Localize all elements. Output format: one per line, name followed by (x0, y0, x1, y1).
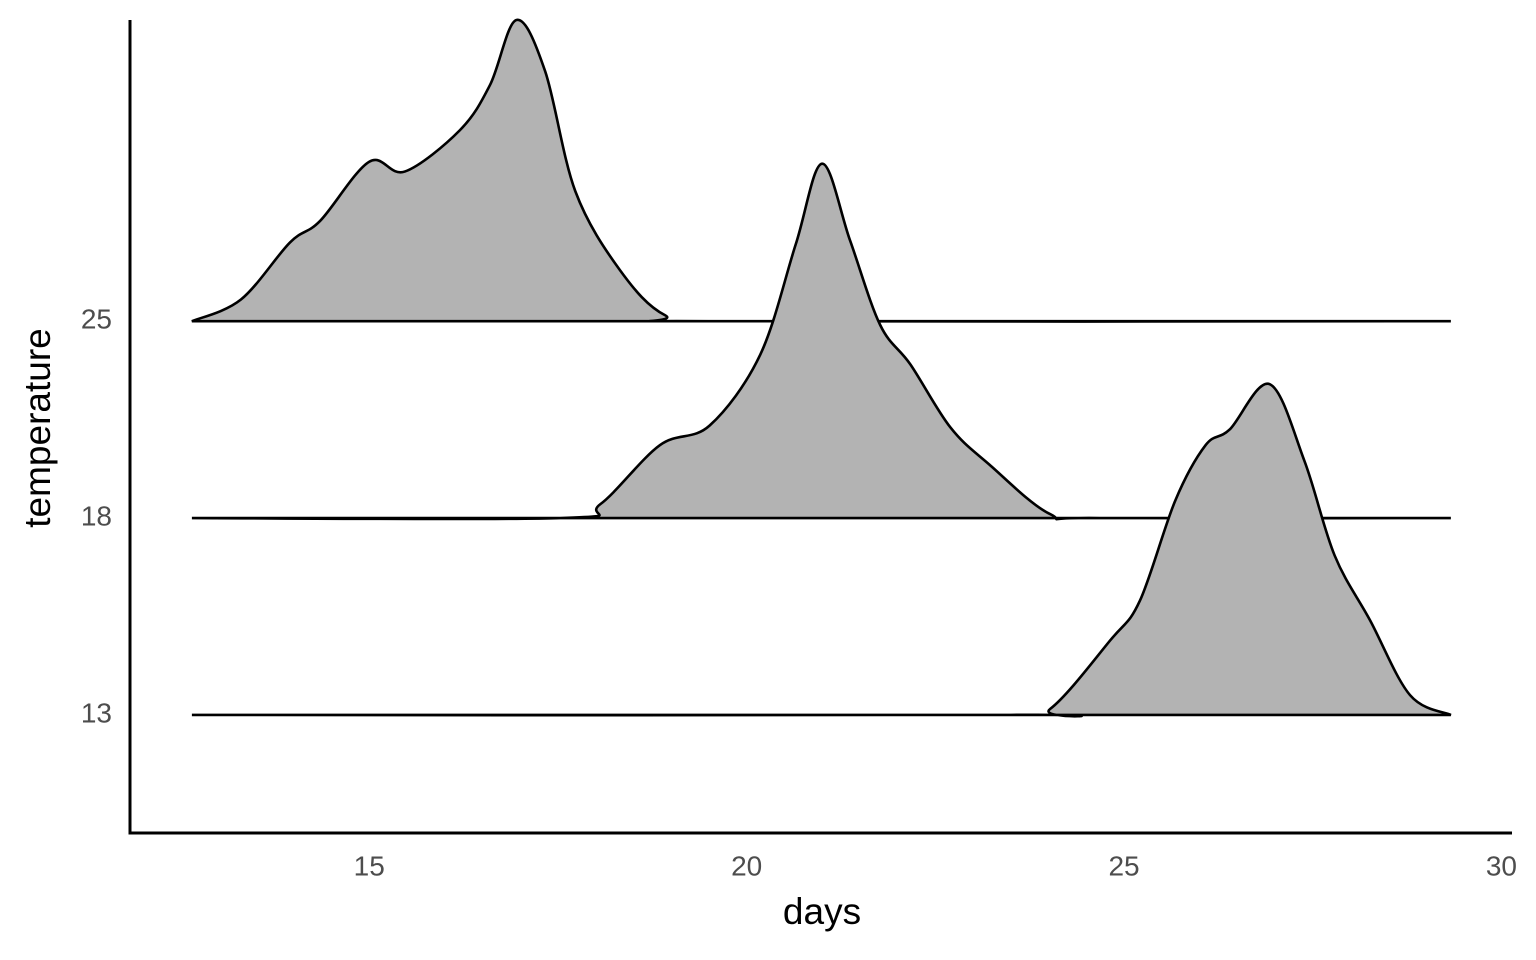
ridge (191, 18, 1451, 323)
y-tick-label: 13 (81, 697, 112, 728)
x-tick-label: 25 (1108, 850, 1139, 881)
x-tick-label: 20 (731, 850, 762, 881)
ridge (191, 162, 1451, 521)
y-axis-title: temperature (17, 328, 58, 528)
x-axis-title: days (783, 891, 861, 932)
ridge (191, 382, 1452, 718)
x-tick-label: 30 (1486, 850, 1517, 881)
y-tick-label: 18 (81, 500, 112, 531)
y-tick-label: 25 (81, 304, 112, 335)
x-tick-label: 15 (354, 850, 385, 881)
